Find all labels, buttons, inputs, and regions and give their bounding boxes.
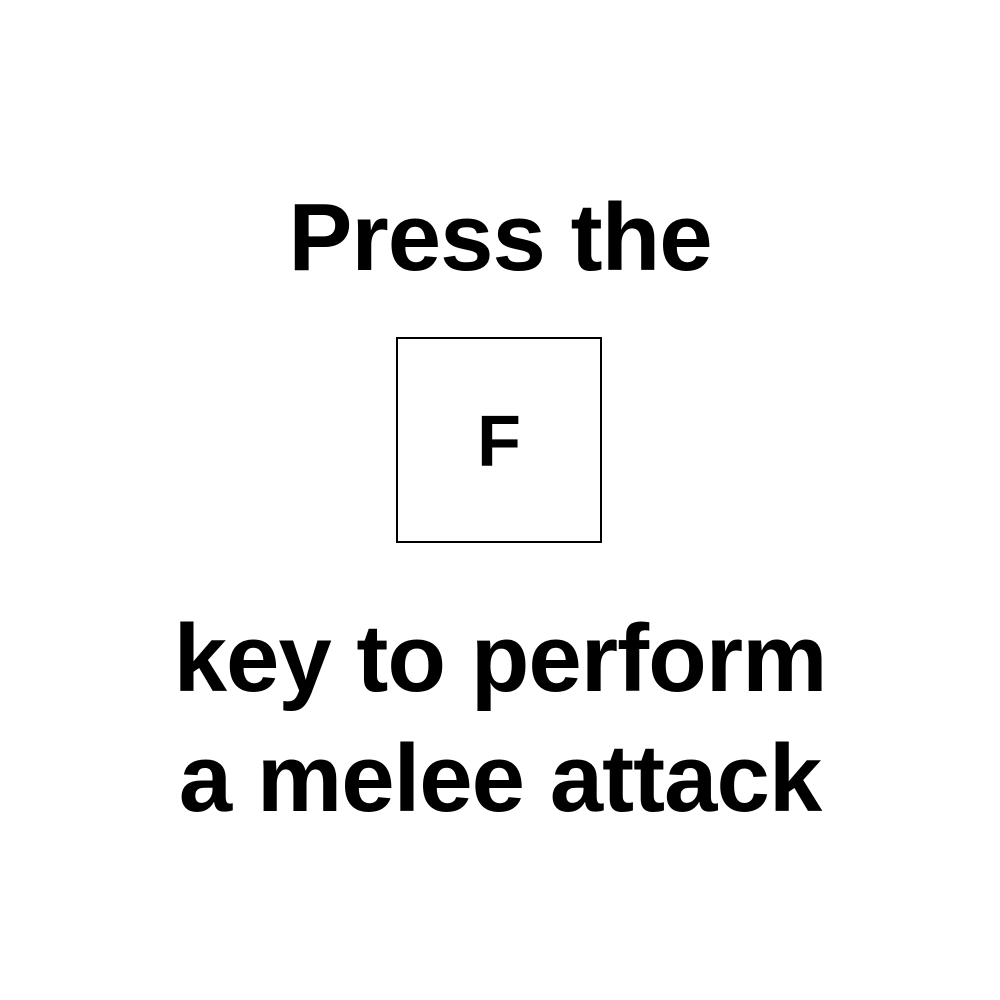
prompt-line-2: a melee attack xyxy=(178,725,822,832)
prompt-line-1: key to perform xyxy=(173,605,828,712)
prompt-text-top: Press the xyxy=(288,184,712,291)
key-f-icon: F xyxy=(396,337,602,543)
prompt-text-bottom: key to perform a melee attack xyxy=(0,599,1000,839)
key-label: F xyxy=(477,402,521,482)
